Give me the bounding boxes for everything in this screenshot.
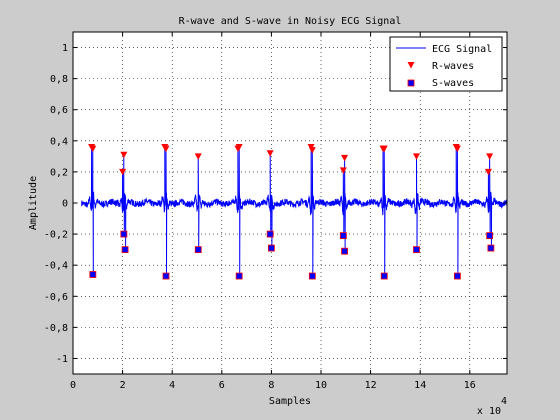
r-wave-marker (341, 154, 349, 162)
s-wave-marker (162, 272, 170, 280)
y-tick-label: 1 (62, 43, 68, 54)
y-tick-label: 0,2 (50, 167, 68, 178)
s-waves-series (89, 230, 495, 280)
legend-swatch-s-waves (407, 79, 415, 87)
s-wave-marker (486, 232, 494, 240)
r-wave-marker (486, 153, 494, 160)
y-tick-label: 0,4 (50, 136, 68, 147)
legend-entry-r-waves: R-waves (432, 61, 474, 72)
r-wave-marker (412, 153, 420, 160)
x-tick-label: 12 (365, 380, 377, 391)
s-wave-marker (89, 271, 97, 278)
s-wave-marker (413, 246, 420, 254)
r-wave-marker (162, 145, 170, 153)
r-wave-marker (380, 145, 388, 153)
s-wave-marker (235, 272, 243, 280)
y-tick-label: -0,8 (44, 323, 68, 334)
legend-entry-s-waves: S-waves (432, 78, 474, 89)
ecg-signal-series (81, 146, 508, 277)
x-axis-label: Samples (269, 396, 311, 407)
x-axis-exponent-power: 4 (501, 396, 507, 407)
s-wave-marker (267, 244, 275, 252)
r-wave-marker (453, 145, 461, 153)
s-wave-marker (341, 247, 348, 255)
y-tick-label: 0,6 (50, 105, 68, 116)
legend: ECG Signal R-waves S-waves (389, 36, 503, 92)
r-wave-marker (194, 153, 202, 160)
r-wave-marker (89, 145, 97, 153)
x-tick-label: 0 (70, 380, 76, 391)
x-tick-label: 8 (268, 380, 274, 391)
x-tick-label: 6 (219, 380, 225, 391)
r-wave-marker (339, 167, 347, 174)
s-wave-marker (380, 272, 388, 280)
x-tick-label: 2 (120, 380, 126, 391)
r-wave-marker (266, 150, 274, 157)
s-wave-marker (194, 246, 202, 254)
y-tick-label: -0,6 (44, 292, 68, 303)
x-tick-label: 16 (464, 380, 476, 391)
r-wave-marker (119, 168, 127, 176)
y-tick-label: -1 (56, 354, 68, 365)
x-tick-label: 4 (169, 380, 175, 391)
y-tick-label: 0,8 (50, 74, 68, 85)
s-wave-marker (339, 232, 347, 240)
legend-swatch-r-waves (407, 62, 415, 69)
chart-title: R-wave and S-wave in Noisy ECG Signal (179, 16, 402, 27)
s-wave-marker (266, 230, 274, 238)
y-tick-label: 0 (62, 199, 68, 210)
x-axis-exponent: x 10 (477, 406, 501, 417)
s-wave-marker (308, 272, 316, 280)
legend-entry-ecg-signal: ECG Signal (432, 44, 492, 55)
x-tick-label: 10 (315, 380, 327, 391)
x-tick-label: 14 (414, 380, 426, 391)
r-waves-series (88, 144, 494, 176)
s-wave-marker (121, 246, 129, 254)
s-wave-marker (487, 244, 495, 252)
axis-ticks: 0 2 4 6 8 10 12 14 16 -1 -0,8 -0,6 -0,4 -0,2 0 0,2 0,4 0,… (44, 32, 507, 391)
y-tick-label: -0,4 (44, 261, 68, 272)
y-axis-label: Amplitude (28, 176, 39, 230)
r-wave-marker (484, 168, 492, 176)
r-wave-marker (235, 144, 243, 151)
s-wave-marker (453, 272, 461, 280)
r-wave-marker (120, 151, 128, 159)
ecg-signal-line (81, 146, 508, 277)
y-tick-label: -0,2 (44, 230, 68, 241)
r-wave-marker (308, 147, 316, 154)
s-wave-marker (120, 230, 128, 238)
